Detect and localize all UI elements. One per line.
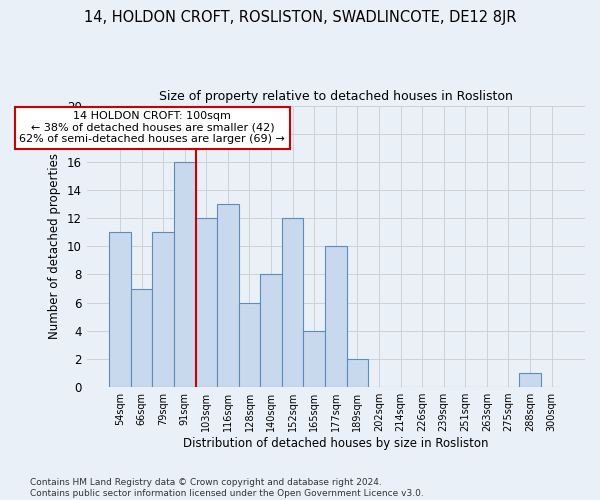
Bar: [239, 302, 260, 387]
Bar: [325, 246, 347, 387]
Bar: [131, 288, 152, 387]
Bar: [152, 232, 174, 387]
Bar: [260, 274, 282, 387]
X-axis label: Distribution of detached houses by size in Rosliston: Distribution of detached houses by size …: [183, 437, 488, 450]
Text: 14, HOLDON CROFT, ROSLISTON, SWADLINCOTE, DE12 8JR: 14, HOLDON CROFT, ROSLISTON, SWADLINCOTE…: [84, 10, 516, 25]
Bar: [519, 373, 541, 387]
Text: Contains HM Land Registry data © Crown copyright and database right 2024.
Contai: Contains HM Land Registry data © Crown c…: [30, 478, 424, 498]
Bar: [282, 218, 304, 387]
Bar: [304, 331, 325, 387]
Bar: [109, 232, 131, 387]
Y-axis label: Number of detached properties: Number of detached properties: [48, 154, 61, 340]
Bar: [174, 162, 196, 387]
Bar: [217, 204, 239, 387]
Title: Size of property relative to detached houses in Rosliston: Size of property relative to detached ho…: [159, 90, 513, 103]
Bar: [196, 218, 217, 387]
Text: 14 HOLDON CROFT: 100sqm
← 38% of detached houses are smaller (42)
62% of semi-de: 14 HOLDON CROFT: 100sqm ← 38% of detache…: [19, 111, 285, 144]
Bar: [347, 359, 368, 387]
